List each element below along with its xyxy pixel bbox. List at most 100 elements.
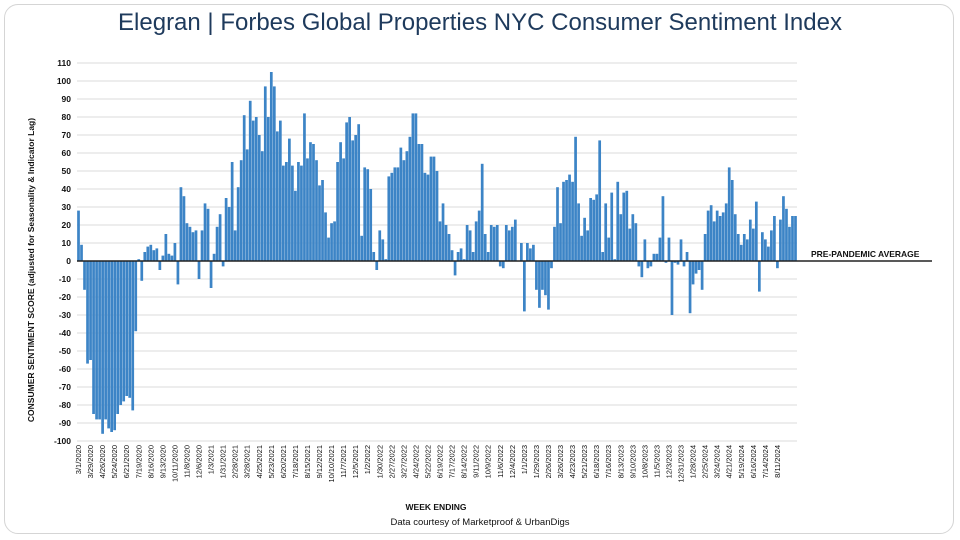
bar	[532, 244, 535, 261]
bar	[658, 237, 662, 261]
bar	[709, 205, 713, 261]
bar	[767, 246, 770, 261]
bar	[682, 261, 686, 267]
bar	[604, 203, 608, 261]
bar	[736, 234, 740, 261]
bar	[116, 261, 120, 414]
bar	[414, 113, 418, 262]
y-tick-label: -20	[59, 292, 72, 302]
x-tick-label: 10/10/2021	[327, 445, 336, 483]
bar	[155, 248, 159, 261]
x-tick-label: 9/11/2022	[472, 445, 481, 478]
bar	[574, 136, 577, 261]
y-tick-label: 60	[62, 148, 72, 158]
x-tick-label: 7/14/2024	[761, 445, 770, 478]
x-axis-ticks: 3/1/2020 3/29/2020 4/26/2020 5/24/2020 6/21/…	[74, 445, 782, 483]
bar	[610, 192, 614, 261]
x-tick-label: 12/31/2023	[677, 445, 686, 483]
bar	[200, 230, 204, 261]
bar	[622, 192, 626, 261]
bar	[197, 261, 201, 279]
bar	[601, 252, 605, 261]
x-tick-label: 8/16/2020	[146, 445, 155, 478]
x-tick-label: 3/24/2024	[713, 445, 722, 478]
y-tick-label: 30	[62, 202, 72, 212]
chart-title-brand: Elegran | Forbes Global Properties	[118, 9, 488, 36]
bar	[269, 72, 273, 261]
bar	[535, 261, 538, 290]
bar	[589, 198, 592, 261]
chart-title: Elegran | Forbes Global Properties NYC C…	[0, 9, 960, 37]
bar	[541, 261, 544, 290]
bar	[592, 199, 596, 261]
bar	[330, 223, 333, 261]
bar	[131, 261, 135, 411]
bar	[495, 225, 499, 261]
pre-pandemic-average-label: PRE-PANDEMIC AVERAGE	[811, 249, 920, 259]
bar	[526, 243, 529, 261]
bar	[294, 190, 297, 261]
bar	[321, 180, 324, 261]
bar	[236, 187, 240, 261]
bar	[607, 237, 611, 261]
bar	[92, 261, 95, 414]
bar	[562, 181, 565, 261]
bar	[125, 261, 129, 396]
bar	[459, 248, 463, 261]
bar	[661, 196, 665, 261]
bar	[357, 124, 361, 261]
bar	[375, 261, 379, 270]
bar	[194, 230, 198, 261]
bar	[480, 163, 484, 261]
bar	[628, 228, 632, 261]
bar	[637, 261, 641, 267]
bar	[779, 219, 782, 261]
bar	[616, 181, 620, 261]
x-tick-label: 7/16/2023	[604, 445, 613, 478]
bar	[429, 156, 433, 261]
bar	[206, 208, 210, 261]
bar	[501, 261, 505, 269]
bar	[757, 261, 761, 292]
bar	[486, 252, 490, 261]
bar	[324, 212, 327, 261]
bar	[378, 230, 382, 261]
bar	[727, 167, 731, 261]
x-tick-label: 6/16/2024	[749, 445, 758, 478]
bar	[423, 172, 427, 261]
y-tick-label: 70	[62, 130, 72, 140]
bar	[336, 162, 339, 261]
x-tick-label: 10/9/2022	[484, 445, 493, 478]
bar	[399, 147, 403, 261]
bar	[510, 226, 514, 261]
bar	[571, 181, 574, 261]
bar	[309, 142, 312, 261]
bar	[95, 261, 98, 420]
bar	[288, 138, 291, 261]
bar	[544, 261, 547, 296]
bar	[643, 239, 647, 261]
x-tick-label: 11/6/2022	[496, 445, 505, 478]
bar	[170, 255, 174, 261]
bar	[291, 165, 294, 261]
bar	[474, 221, 478, 261]
bar	[556, 187, 559, 261]
bar	[432, 156, 436, 261]
bar	[348, 117, 351, 261]
bar	[456, 252, 460, 261]
bar	[703, 234, 707, 261]
bar	[700, 261, 704, 290]
bar	[107, 261, 110, 429]
bar	[315, 160, 318, 261]
bar	[372, 252, 376, 261]
bar	[625, 190, 629, 261]
x-tick-label: 3/29/2020	[86, 445, 95, 478]
slide-frame	[4, 4, 954, 534]
bar	[764, 239, 767, 261]
y-tick-label: -90	[59, 418, 72, 428]
bar	[203, 203, 207, 261]
bar	[688, 261, 692, 314]
bar	[161, 255, 165, 261]
bar	[119, 261, 123, 405]
